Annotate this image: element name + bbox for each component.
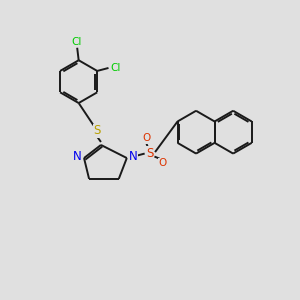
- Text: S: S: [93, 124, 101, 137]
- Text: S: S: [146, 147, 154, 160]
- Text: N: N: [129, 150, 138, 163]
- Text: Cl: Cl: [72, 37, 82, 47]
- Text: O: O: [158, 158, 166, 168]
- Text: O: O: [142, 133, 151, 143]
- Text: N: N: [73, 150, 82, 163]
- Text: Cl: Cl: [110, 63, 121, 73]
